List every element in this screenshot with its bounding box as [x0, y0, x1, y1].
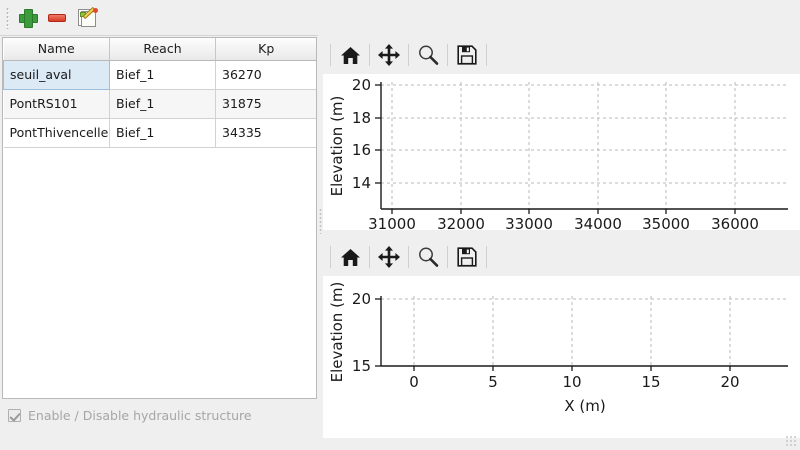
y-axis-label-top: Elevation (m)	[328, 96, 346, 197]
y-tick-label: 20	[352, 290, 371, 308]
magnifier-icon	[419, 45, 439, 65]
save-button[interactable]	[451, 242, 483, 272]
toolbar-separator	[486, 44, 487, 66]
save-button[interactable]	[451, 40, 483, 70]
minus-icon	[48, 13, 66, 22]
cell-reach[interactable]: Bief_1	[109, 60, 216, 90]
x-tick-label: 31000	[368, 215, 416, 230]
x-tick-label: 36000	[711, 215, 759, 230]
x-axis-label-bottom: X (m)	[564, 397, 605, 415]
vertical-splitter[interactable]	[318, 0, 323, 450]
pan-button[interactable]	[373, 40, 405, 70]
floppy-icon	[457, 247, 477, 267]
toolbar-separator	[408, 44, 409, 66]
toolbar-separator	[369, 246, 370, 268]
y-ticks-top	[375, 84, 381, 184]
home-button[interactable]	[334, 242, 366, 272]
toolbar-separator	[330, 246, 331, 268]
edit-icon	[77, 6, 98, 27]
home-icon	[340, 248, 360, 266]
add-button[interactable]	[12, 3, 42, 33]
table-row[interactable]: PontRS101 Bief_1 31875	[3, 89, 316, 119]
resize-grip-icon[interactable]	[785, 435, 798, 448]
cell-name[interactable]: seuil_aval	[3, 59, 110, 90]
longitudinal-profile-canvas[interactable]: 20 18 16 14 31000 32000 33000 34000 3500…	[323, 74, 800, 230]
plots-panel: 20 18 16 14 31000 32000 33000 34000 3500…	[323, 0, 800, 450]
table-row[interactable]: PontThivencelle Bief_1 34335	[3, 118, 316, 148]
y-tick-label: 18	[352, 109, 371, 127]
y-axis-label-bottom: Elevation (m)	[328, 282, 346, 383]
x-ticks-bottom	[413, 366, 731, 371]
toolbar-separator	[369, 44, 370, 66]
toolbar-separator	[330, 44, 331, 66]
cell-reach[interactable]: Bief_1	[109, 89, 216, 119]
floppy-icon	[457, 45, 477, 65]
x-tick-label: 5	[488, 373, 498, 391]
y-tick-label: 15	[352, 357, 371, 375]
toolbar-separator	[486, 246, 487, 268]
x-tick-label: 10	[562, 373, 581, 391]
x-tick-label: 35000	[642, 215, 690, 230]
plot-toolbar-bottom	[323, 238, 800, 276]
x-tick-label: 0	[409, 373, 419, 391]
y-tick-label: 20	[352, 76, 371, 94]
x-tick-label: 20	[720, 373, 739, 391]
x-tick-label: 33000	[505, 215, 553, 230]
structures-toolbar	[0, 0, 318, 36]
x-tick-label: 34000	[574, 215, 622, 230]
toolbar-separator	[408, 246, 409, 268]
cell-reach[interactable]: Bief_1	[109, 118, 216, 148]
zoom-button[interactable]	[412, 242, 444, 272]
column-header-name[interactable]: Name	[3, 38, 110, 61]
magnifier-icon	[419, 247, 439, 267]
move-icon	[378, 246, 400, 268]
x-ticks-top	[391, 209, 736, 214]
y-tick-labels-top: 20 18 16 14	[352, 76, 371, 192]
cell-kp[interactable]: 36270	[215, 60, 316, 90]
cell-name[interactable]: PontThivencelle	[3, 118, 110, 148]
drag-grip[interactable]	[2, 5, 12, 31]
checkbox-label: Enable / Disable hydraulic structure	[28, 408, 252, 423]
longitudinal-profile-plot: 20 18 16 14 31000 32000 33000 34000 3500…	[323, 36, 800, 230]
column-header-reach[interactable]: Reach	[109, 38, 216, 61]
x-tick-label: 15	[641, 373, 660, 391]
structures-table[interactable]: Name Reach Kp seuil_aval Bief_1 36270 Po…	[2, 37, 317, 399]
zoom-button[interactable]	[412, 40, 444, 70]
plus-icon	[18, 9, 38, 28]
y-tick-label: 16	[352, 141, 371, 159]
cell-kp[interactable]: 34335	[215, 118, 316, 148]
column-header-kp[interactable]: Kp	[215, 38, 316, 61]
axes-spines-bottom	[380, 296, 788, 367]
home-icon	[340, 46, 360, 64]
axes-spines-top	[380, 82, 788, 210]
cross-section-plot: 20 15 0 5 10 15 20 Elevation (m) X (m)	[323, 238, 800, 438]
structures-panel: Name Reach Kp seuil_aval Bief_1 36270 Po…	[0, 0, 318, 450]
move-icon	[378, 44, 400, 66]
edit-button[interactable]	[72, 3, 102, 33]
home-button[interactable]	[334, 40, 366, 70]
y-tick-label: 14	[352, 174, 371, 192]
pan-button[interactable]	[373, 242, 405, 272]
table-row[interactable]: seuil_aval Bief_1 36270	[3, 59, 316, 90]
toolbar-separator	[447, 246, 448, 268]
cross-section-canvas[interactable]: 20 15 0 5 10 15 20 Elevation (m) X (m)	[323, 276, 800, 438]
gridlines-bottom	[381, 296, 788, 367]
toolbar-separator	[447, 44, 448, 66]
cell-name[interactable]: PontRS101	[3, 89, 110, 119]
cell-kp[interactable]: 31875	[215, 89, 316, 119]
gridlines-top	[381, 82, 788, 209]
checkbox-icon[interactable]	[8, 409, 21, 422]
y-ticks-bottom	[375, 298, 381, 367]
hydraulic-structure-checkbox[interactable]: Enable / Disable hydraulic structure	[8, 408, 252, 423]
table-header-row: Name Reach Kp	[3, 38, 316, 61]
x-tick-label: 32000	[437, 215, 485, 230]
plot-toolbar-top	[323, 36, 800, 74]
x-tick-labels-bottom: 0 5 10 15 20	[409, 373, 739, 391]
remove-button[interactable]	[42, 3, 72, 33]
splitter-grip-icon	[319, 208, 322, 234]
x-tick-labels-top: 31000 32000 33000 34000 35000 36000	[368, 215, 759, 230]
y-tick-labels-bottom: 20 15	[352, 290, 371, 375]
